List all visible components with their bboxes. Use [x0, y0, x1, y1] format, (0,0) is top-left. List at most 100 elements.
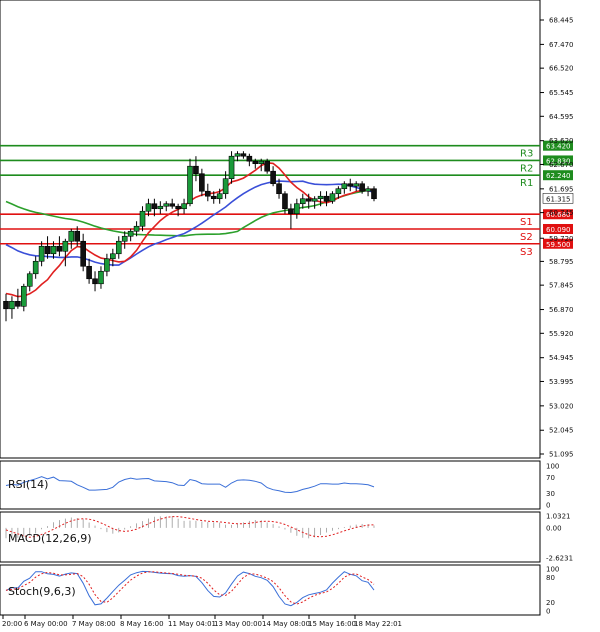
- price-tick-label: 57.845: [549, 282, 574, 290]
- candle-body: [133, 225, 140, 232]
- candle-body: [199, 173, 205, 192]
- candle-body: [115, 240, 122, 255]
- level-name-r2: R2: [520, 163, 533, 174]
- last-price-value: 61.315: [546, 195, 571, 203]
- candle-body: [240, 153, 247, 157]
- candle-body: [26, 273, 33, 287]
- candle-body: [205, 190, 211, 197]
- candle-body: [121, 235, 128, 242]
- level-name-s2: S2: [520, 232, 533, 243]
- candle-body: [38, 245, 45, 262]
- candlesticks: [3, 151, 377, 322]
- candle-body: [21, 285, 27, 307]
- stoch-scale-label: 100: [546, 566, 559, 574]
- time-axis: 20:00 6 May 00:00 7 May 08:00 8 May 16:00 11…: [2, 615, 402, 628]
- rsi-line: [5, 476, 375, 494]
- time-tick-label: 15 May 16:00: [308, 620, 356, 628]
- candle-body: [234, 153, 241, 157]
- candle-body: [181, 203, 187, 210]
- macd-signal-line: [5, 516, 375, 538]
- price-tick-label: 68.445: [549, 17, 574, 25]
- candle-body: [228, 155, 235, 180]
- ma-slow-line: [5, 188, 375, 237]
- candle-body: [329, 193, 336, 202]
- price-axis: 68.445 67.470 66.520 65.545 64.595 63.620 62.6…: [540, 17, 574, 459]
- price-tick-label: 54.945: [549, 354, 574, 362]
- macd-scale-label: 1.0321: [546, 513, 571, 521]
- level-name-r3: R3: [520, 149, 533, 160]
- candle-body: [311, 198, 318, 202]
- candle-body: [145, 203, 152, 212]
- candle-body: [258, 160, 265, 165]
- candle-body: [98, 270, 104, 285]
- stoch-label: Stoch(9,6,3): [8, 585, 76, 598]
- candle-body: [252, 160, 259, 165]
- candle-body: [193, 165, 199, 175]
- stoch-scale-label: 20: [546, 599, 555, 607]
- price-tick-label: 65.545: [549, 89, 574, 97]
- candle-body: [187, 165, 193, 205]
- level-value-s2: 60.090: [546, 226, 571, 234]
- candle-body: [32, 260, 39, 275]
- candle-body: [139, 210, 146, 227]
- candle-body: [317, 195, 324, 200]
- time-tick-label: 14 May 08:00: [262, 620, 310, 628]
- price-tick-label: 55.920: [549, 330, 574, 338]
- candle-body: [299, 198, 306, 205]
- candle-body: [157, 205, 164, 210]
- price-tick-label: 52.045: [549, 427, 574, 435]
- rsi-label: RSI(14): [8, 478, 48, 491]
- time-tick-label: 8 May 16:00: [120, 620, 164, 628]
- time-tick-label: 13 May 00:00: [214, 620, 262, 628]
- price-tick-label: 64.595: [549, 113, 574, 121]
- candle-body: [359, 183, 365, 192]
- price-tick-label: 53.020: [549, 402, 574, 410]
- candle-body: [80, 240, 86, 267]
- rsi-scale-label: 100: [546, 463, 559, 471]
- level-tag-r1: [543, 170, 573, 181]
- stoch-d-line: [5, 571, 375, 605]
- time-tick-label: 11 May 04:01: [168, 620, 216, 628]
- candle-body: [353, 183, 359, 187]
- candle-body: [169, 203, 175, 207]
- candle-body: [104, 258, 110, 272]
- time-tick-label: 20:00: [2, 620, 22, 628]
- candle-body: [3, 300, 9, 310]
- level-name-s1: S1: [520, 217, 533, 228]
- candle-body: [305, 198, 312, 202]
- price-tick-label: 58.795: [549, 258, 574, 266]
- price-tick-label: 62.670: [549, 161, 574, 169]
- pivot-levels: R3 63.420 R2 62.830 R1 62.240 S1 60.680 S2 60.090…: [0, 140, 574, 258]
- stoch-scale-label: 0: [546, 608, 550, 616]
- candle-body: [270, 170, 276, 185]
- macd-scale-label: 0.00: [546, 524, 562, 532]
- candle-body: [276, 183, 282, 195]
- stoch-scale-label: 80: [546, 574, 555, 582]
- macd-scale-label: -2.6231: [546, 555, 573, 563]
- candle-body: [347, 183, 354, 187]
- level-tag-s2: [543, 223, 573, 234]
- price-tick-label: 60.745: [549, 209, 574, 217]
- candle-body: [323, 195, 330, 202]
- candle-body: [110, 253, 116, 260]
- price-tick-label: 61.695: [549, 185, 574, 193]
- candle-body: [127, 230, 134, 237]
- rsi-scale-label: 0: [546, 502, 550, 510]
- price-tick-label: 59.720: [549, 235, 574, 243]
- level-value-s1: 60.680: [546, 211, 571, 219]
- candle-body: [163, 203, 170, 207]
- time-tick-label: 18 May 22:01: [354, 620, 402, 628]
- candle-body: [92, 278, 98, 285]
- candle-body: [15, 300, 21, 307]
- time-tick-label: 6 May 00:00: [24, 620, 68, 628]
- level-tag-s3: [543, 238, 573, 249]
- candle-body: [50, 245, 57, 255]
- candle-body: [288, 208, 294, 215]
- candle-body: [74, 230, 81, 242]
- price-tick-label: 63.620: [549, 137, 574, 145]
- indicator-panels: 100 70 30 0 RSI(14) 1.0321 0.00 -2.6231 MACD(12,…: [5, 463, 573, 616]
- candle-body: [335, 188, 342, 195]
- candle-body: [282, 193, 288, 210]
- price-tick-label: 51.095: [549, 451, 574, 459]
